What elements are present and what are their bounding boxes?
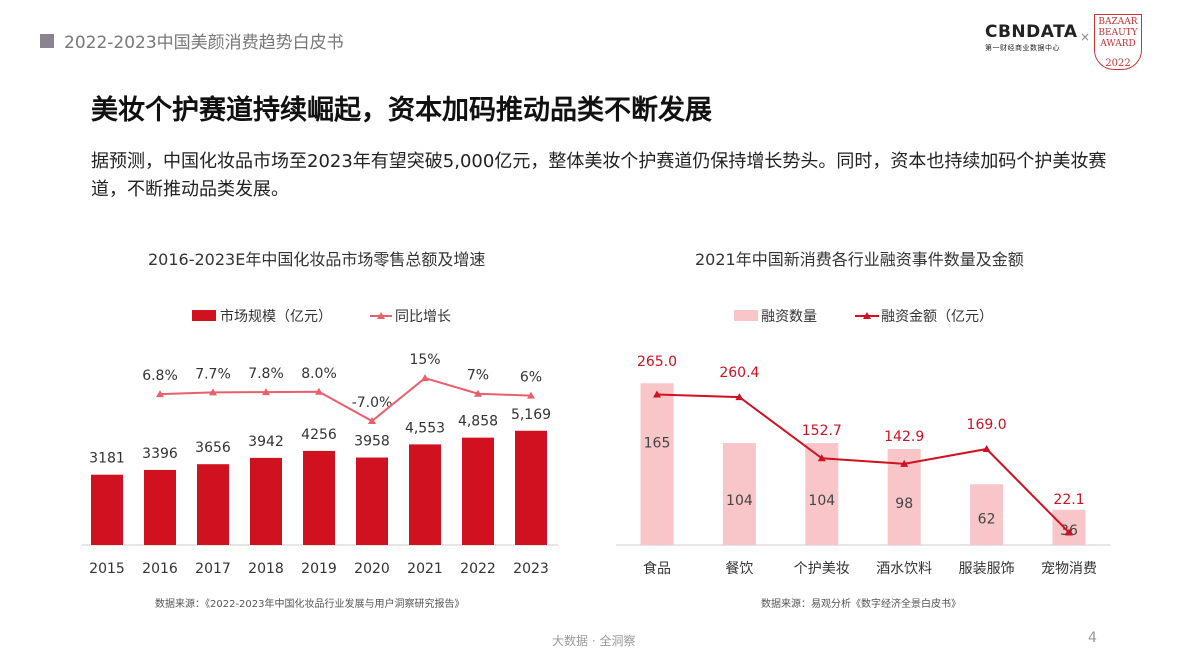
chart2-x-tick: 个护美妆 [794, 561, 850, 577]
doc-title: 2022-2023中国美颜消费趋势白皮书 [64, 33, 344, 53]
chart1-line-point [262, 388, 270, 396]
chart1-bar-label: 3958 [354, 434, 390, 450]
chart1-line-label: 7% [467, 368, 489, 384]
chart2-legend-bar-swatch [734, 310, 758, 321]
chart1-line-label: 7.8% [248, 366, 284, 382]
doc-header: 2022-2023中国美颜消费趋势白皮书 [40, 28, 344, 53]
chart2-bar-label: 165 [644, 435, 671, 451]
header-square-icon [40, 33, 54, 48]
chart1-legend-marker [377, 312, 385, 319]
chart2-line-point [735, 393, 744, 401]
chart1-bar [409, 444, 441, 545]
chart1-x-tick: 2023 [513, 561, 549, 577]
chart1-bar-label: 3656 [195, 440, 231, 456]
chart1-title: 2016-2023E年中国化妆品市场零售总额及增速 [148, 250, 486, 269]
chart2-bar-label: 62 [978, 512, 996, 528]
cbndata-logo: CBNDATA 第一财经商业数据中心 [985, 22, 1078, 52]
chart2-line-point [982, 445, 991, 453]
chart1-bar [91, 474, 123, 545]
bazaar-award-logo: BAZAAR BEAUTY AWARD 2022 [1094, 14, 1142, 70]
chart2-x-tick: 食品 [643, 560, 671, 577]
chart1-legend-line-label: 同比增长 [395, 309, 451, 325]
chart2-source: 数据来源：易观分析《数字经济全景白皮书》 [761, 599, 961, 610]
chart1-line-point [474, 389, 482, 397]
chart1-bar [144, 469, 176, 545]
chart2-bar-label: 104 [726, 493, 753, 509]
chart2-legend-bar-label: 融资数量 [761, 309, 817, 325]
chart2-amount-line [656, 393, 1070, 534]
chart2-bar [970, 484, 1004, 545]
chart1-line-label: 8.0% [301, 366, 337, 382]
chart1-bar [303, 450, 335, 545]
chart1-line-point [209, 388, 217, 396]
chart1-x-tick: 2022 [460, 561, 496, 577]
chart1-x-tick: 2019 [301, 561, 337, 577]
chart2-bar [1052, 509, 1086, 545]
chart2-line-label: 152.7 [802, 423, 842, 439]
chart2-legend-marker [863, 312, 871, 319]
chart1-line-point [156, 390, 164, 398]
chart1-bar-label: 3396 [142, 446, 178, 462]
chart2-line-point [1065, 528, 1073, 536]
chart1-line-point [315, 387, 323, 395]
chart2-bar [640, 383, 674, 545]
chart1-bar-label: 3942 [248, 434, 284, 450]
footer-tagline: 大数据 · 全洞察 [552, 634, 636, 648]
chart1-legend-bar-swatch [192, 310, 216, 321]
chart1-bar [356, 457, 388, 545]
chart1-growth-line [159, 376, 532, 423]
chart2-title: 2021年中国新消费各行业融资事件数量及金额 [695, 250, 1024, 269]
chart2-line-label: 169.0 [967, 417, 1007, 433]
chart2-x-tick: 酒水饮料 [876, 561, 932, 577]
chart1-line-point [421, 374, 429, 382]
chart2-legend-line-label: 融资金额（亿元） [881, 309, 993, 325]
chart1-line-label: 15% [409, 352, 440, 368]
chart1-bar [197, 464, 229, 545]
chart2-x-tick: 服装服饰 [959, 561, 1015, 577]
chart2-line-label: 265.0 [637, 354, 677, 370]
chart2-line-label: 22.1 [1053, 492, 1084, 508]
chart1-line-point [368, 417, 376, 424]
chart1-x-tick: 2018 [248, 561, 284, 577]
chart1-line-point [527, 391, 535, 399]
chart1-line-label: 7.7% [195, 366, 231, 382]
chart2-line-point [900, 459, 909, 467]
chart1-line-label: -7.0% [352, 395, 393, 411]
chart2-line-point [817, 454, 826, 462]
chart2-bar-label: 104 [808, 493, 835, 509]
chart1-x-tick: 2017 [195, 561, 231, 577]
chart1-bar [250, 457, 282, 545]
chart1-line-label: 6.8% [142, 368, 178, 384]
page-title: 美妆个护赛道持续崛起，资本加码推动品类不断发展 [91, 95, 712, 126]
chart1-bar-label: 4256 [301, 427, 337, 443]
chart2-x-tick: 宠物消费 [1041, 561, 1097, 577]
page-number: 4 [1088, 630, 1097, 646]
chart2-line-point [653, 390, 661, 398]
chart1-bar-label: 4,553 [405, 420, 445, 436]
chart1-line-label: 6% [520, 370, 542, 386]
chart1-x-tick: 2016 [142, 561, 178, 577]
chart2-line-label: 260.4 [719, 365, 759, 381]
chart1-x-tick: 2021 [407, 561, 443, 577]
chart1-bar-label: 4,858 [458, 414, 498, 430]
chart2-line-label: 142.9 [884, 429, 924, 445]
chart1-bar-label: 5,169 [511, 407, 551, 423]
intro-text: 据预测，中国化妆品市场至2023年有望突破5,000亿元，整体美妆个护赛道仍保持… [91, 151, 1107, 200]
logo-separator: × [1080, 30, 1091, 44]
chart2-x-tick: 餐饮 [725, 561, 753, 577]
chart1-x-tick: 2020 [354, 561, 390, 577]
chart2-bar [722, 443, 756, 545]
chart1-bar-label: 3181 [89, 451, 125, 467]
chart1-source: 数据来源：《2022-2023年中国化妆品行业发展与用户洞察研究报告》 [155, 599, 465, 610]
chart1-legend-bar-label: 市场规模（亿元） [220, 308, 332, 325]
chart1-bar [515, 430, 547, 545]
chart1-bar [462, 437, 494, 545]
chart1-x-tick: 2015 [89, 561, 125, 577]
chart2-bar-label: 98 [895, 496, 913, 512]
